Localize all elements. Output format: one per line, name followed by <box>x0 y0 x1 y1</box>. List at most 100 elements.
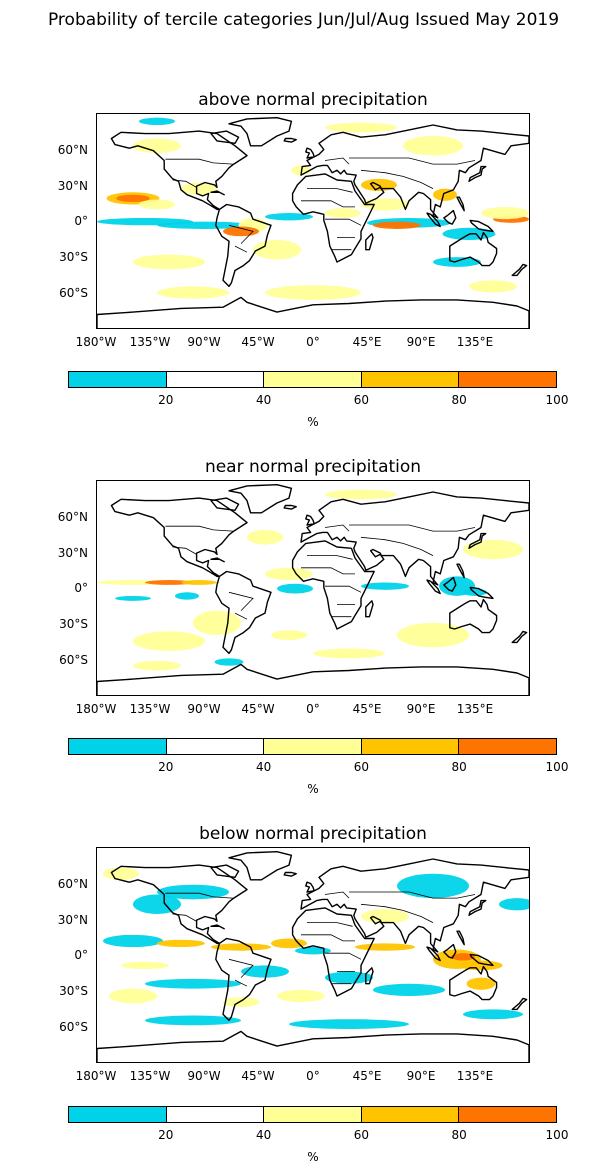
colorbar-tick-label: 40 <box>255 1128 272 1142</box>
probability-region <box>133 894 181 915</box>
coastline-philippines <box>456 930 465 946</box>
probability-region <box>181 580 217 585</box>
lat-tick-label: 30°S <box>59 617 88 631</box>
colorbar-segment <box>69 739 166 754</box>
lon-tick-label: 0° <box>306 702 320 716</box>
probability-region <box>433 188 457 201</box>
coastline-cuba <box>210 924 225 930</box>
lat-tick-label: 60°N <box>57 510 88 524</box>
probability-region <box>451 953 475 961</box>
lon-tick-label: 135°E <box>456 702 494 716</box>
colorbar-tick-label: 60 <box>353 760 370 774</box>
lat-tick-label: 30°N <box>57 546 88 560</box>
country-border <box>228 591 254 611</box>
probability-region <box>223 226 259 237</box>
country-borders <box>165 524 476 620</box>
colorbar-unit-label: % <box>307 782 319 796</box>
coastline-greenland <box>228 851 293 881</box>
country-border <box>172 546 197 555</box>
probability-region <box>397 873 469 899</box>
probability-region <box>271 630 307 640</box>
colorbar-tick-label: 100 <box>545 393 569 407</box>
colorbar-segment <box>69 372 166 387</box>
colorbar <box>68 1106 557 1123</box>
coastline-sumatra <box>426 212 441 228</box>
lon-tick-label: 45°W <box>241 702 275 716</box>
colorbar-segment <box>360 739 459 754</box>
probability-region <box>355 943 415 951</box>
probability-region <box>121 961 169 970</box>
coastline-samerica <box>215 937 272 1022</box>
coastline-sumatra <box>426 946 441 962</box>
lon-tick-label: 90°E <box>406 335 436 349</box>
lat-tick-label: 0° <box>74 581 88 595</box>
colorbar-segment <box>458 739 556 754</box>
country-border <box>301 567 355 575</box>
colorbar-tick-label: 40 <box>255 760 272 774</box>
coastline-namerica <box>110 130 248 211</box>
country-border <box>228 224 254 244</box>
probability-region <box>181 182 217 195</box>
probability-region <box>361 582 409 590</box>
coastline-newguinea <box>469 953 494 967</box>
lat-tick-label: 30°N <box>57 179 88 193</box>
probability-region <box>103 867 139 880</box>
probability-region <box>133 660 181 671</box>
lon-tick-label: 135°E <box>456 1069 494 1083</box>
country-border <box>349 891 476 899</box>
lon-tick-label: 90°E <box>406 1069 436 1083</box>
country-borders <box>165 891 476 987</box>
colorbar-tick-label: 60 <box>353 1128 370 1142</box>
probability-region <box>481 206 529 220</box>
lon-tick-label: 45°E <box>352 335 382 349</box>
map-near-normal <box>96 480 530 696</box>
probability-region <box>325 208 361 218</box>
coastline-eurasia <box>300 124 529 219</box>
coastline-sumatra <box>426 579 441 595</box>
coastline-africa <box>291 173 375 263</box>
colorbar-tick-label: 20 <box>158 1128 174 1142</box>
country-border <box>165 892 233 899</box>
probability-region <box>133 138 181 154</box>
coastlines <box>97 851 529 1062</box>
lon-tick-label: 0° <box>306 335 320 349</box>
figure-title: Probability of tercile categories Jun/Ju… <box>47 10 560 30</box>
coastline-australia <box>449 231 498 267</box>
probability-region <box>223 997 259 1007</box>
map-above-normal <box>96 113 530 329</box>
coastline-uk <box>305 881 315 893</box>
lon-tick-label: 45°E <box>352 1069 382 1083</box>
probability-region <box>139 117 175 125</box>
colorbar-segment <box>263 1107 361 1122</box>
colorbar-tick-label: 80 <box>451 1128 467 1142</box>
colorbar-segment <box>458 372 556 387</box>
lon-tick-label: 180°W <box>75 702 117 716</box>
coastline-eurasia <box>300 491 529 586</box>
probability-region <box>499 898 529 911</box>
colorbar-unit-label: % <box>307 1150 319 1164</box>
coastline-japan <box>468 532 487 549</box>
colorbar-segment <box>165 1107 264 1122</box>
probability-region <box>463 539 523 560</box>
lon-tick-label: 135°E <box>456 335 494 349</box>
country-border <box>228 958 254 978</box>
coastline-baffin <box>210 130 240 144</box>
colorbar-tick-label: 20 <box>158 760 174 774</box>
coastline-samerica <box>215 570 272 655</box>
coastline-newguinea <box>469 586 494 600</box>
country-border <box>324 891 350 899</box>
colorbar <box>68 738 557 755</box>
coastline-australia <box>449 965 498 1001</box>
panel-title-near: near normal precipitation <box>204 457 422 477</box>
coastline-japan <box>468 165 487 182</box>
country-border <box>325 952 362 960</box>
coastline-namerica <box>110 497 248 578</box>
coastline-iceland <box>283 504 297 510</box>
lon-tick-label: 90°W <box>187 335 221 349</box>
lat-tick-label: 30°S <box>59 984 88 998</box>
probability-region <box>157 939 205 948</box>
coastline-japan <box>468 899 487 916</box>
colorbar-tick-label: 100 <box>545 1128 569 1142</box>
lat-tick-label: 30°S <box>59 250 88 264</box>
coastline-borneo <box>443 943 457 959</box>
